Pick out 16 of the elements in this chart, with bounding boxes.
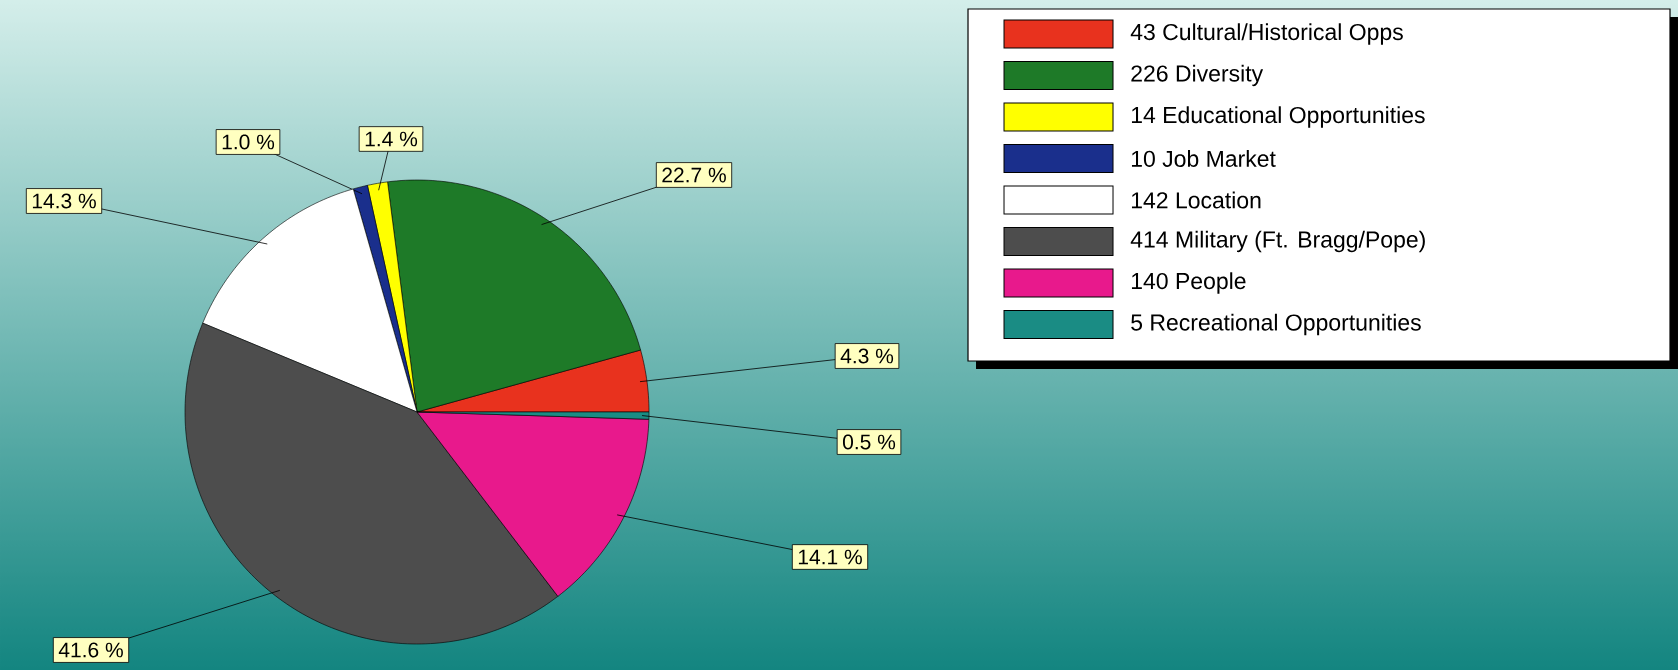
legend-label: 14 Educational Opportunities (1131, 106, 1425, 128)
data-label: 14.1 % (798, 549, 862, 565)
legend-label: 414 Military (Ft. Bragg/Pope) (1130, 230, 1425, 253)
data-label: 14.3 % (32, 193, 96, 209)
legend-label: 5 Recreational Opportunities (1131, 313, 1421, 336)
data-label: 22.7 % (662, 167, 726, 183)
data-label: 41.6 % (58, 642, 123, 658)
data-label: 1.4 % (365, 131, 418, 147)
data-label: 0.5 % (842, 434, 896, 450)
data-label: 1.0 % (222, 134, 275, 150)
legend-label: 142 Location (1131, 191, 1261, 209)
legend-label: 43 Cultural/Historical Opps (1130, 23, 1403, 45)
data-label: 4.3 % (840, 348, 894, 364)
legend-label: 226 Diversity (1131, 64, 1264, 87)
legend-label: 10 Job Market (1131, 150, 1276, 167)
legend-label: 140 People (1131, 272, 1246, 294)
